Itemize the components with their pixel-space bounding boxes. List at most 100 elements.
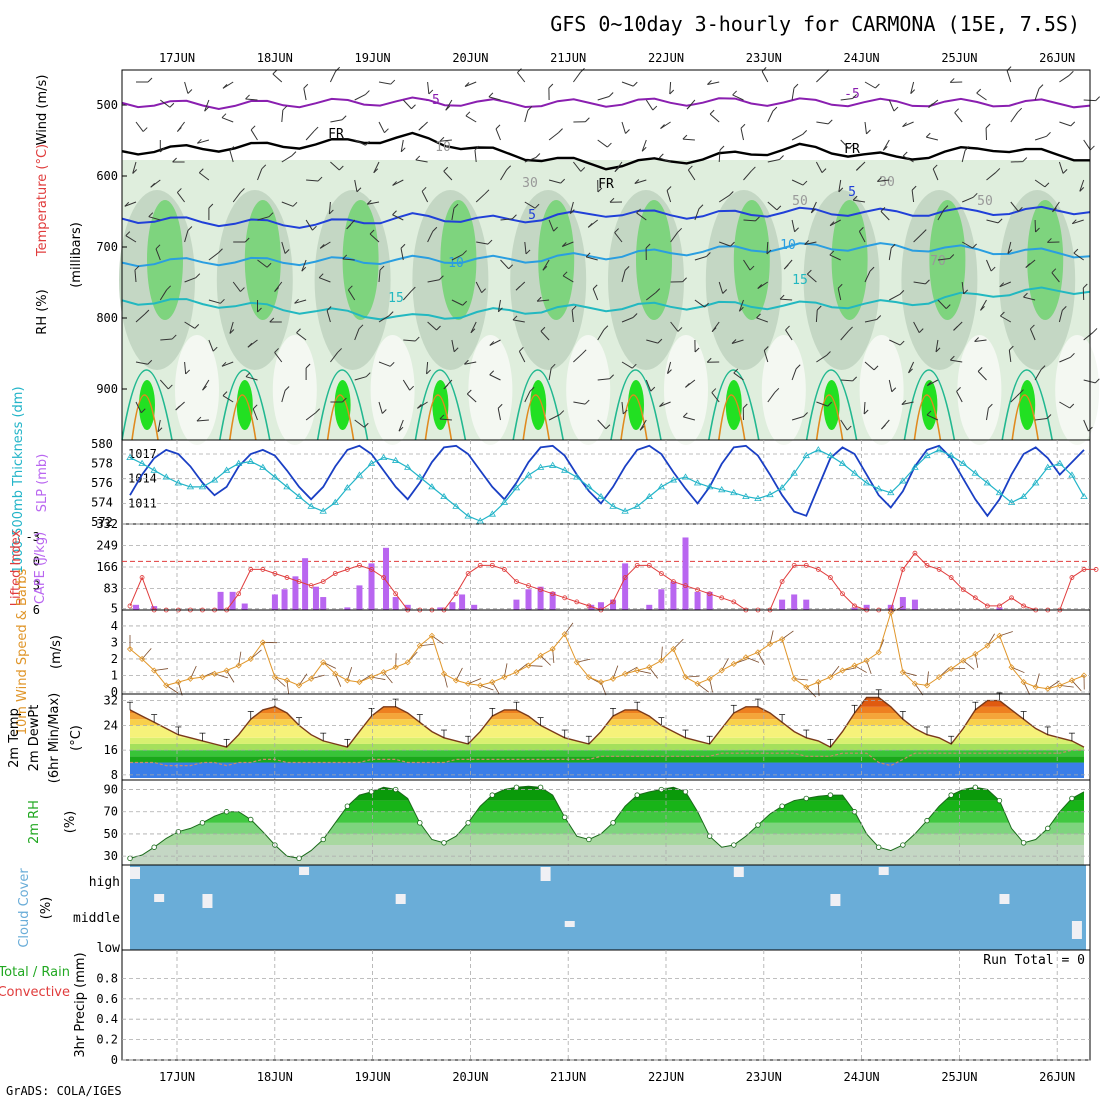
thickness-point <box>1007 498 1016 505</box>
wind-speed-point <box>1032 683 1039 691</box>
wind-barb <box>257 259 268 268</box>
rh-shade-blob <box>1027 200 1064 320</box>
wind-barb-flag <box>1023 292 1028 298</box>
li-point <box>634 562 640 568</box>
cape-bar <box>549 591 556 610</box>
wind-barb <box>1073 252 1084 261</box>
wind-barb <box>621 121 626 134</box>
wind-barb <box>135 361 148 365</box>
wind-barb <box>199 172 210 181</box>
wind-barb-flag <box>943 205 949 210</box>
wind-barb <box>497 408 501 421</box>
wind-barb <box>863 401 866 415</box>
thickness-point <box>887 488 895 496</box>
wind-barb <box>229 150 234 163</box>
li-tick: 0 <box>33 554 40 568</box>
wind-barb-flag <box>682 277 687 283</box>
wind-barb <box>913 233 923 243</box>
li-point <box>828 575 833 580</box>
li-point <box>236 591 242 597</box>
wind-barb <box>470 321 477 334</box>
wind-speed-point <box>875 649 882 656</box>
wind-speed-point <box>803 683 810 691</box>
wind-barb-flag <box>462 250 467 255</box>
contour-label: 5 <box>848 185 856 200</box>
cloud-patch <box>299 867 310 875</box>
wind-barb-flag <box>669 89 675 95</box>
li-point <box>646 562 652 568</box>
wind-barb-flag <box>910 89 916 94</box>
rh-tick: 50 <box>104 827 118 841</box>
label-precip: 3hr Precip (mm) <box>73 952 88 1057</box>
low-isotherm <box>512 369 564 441</box>
wind-barb <box>524 390 531 403</box>
rh-point <box>513 784 520 791</box>
surface-wind-barb <box>1047 680 1060 690</box>
slp-line <box>129 444 1085 518</box>
wind-barb-flag <box>439 275 444 281</box>
wind-barb <box>562 241 574 247</box>
wind-barb-flag <box>266 262 272 268</box>
wind-barb-flag <box>827 119 833 125</box>
wind-barb-flag <box>312 225 317 231</box>
wind-barb <box>400 139 404 152</box>
wind-barb-flag <box>204 106 209 112</box>
contour-label: 5 <box>528 208 536 223</box>
wind-barb-flag <box>445 105 451 111</box>
wind-barb <box>694 256 707 261</box>
wind-speed-point <box>525 662 532 669</box>
wind-barb <box>229 321 234 334</box>
rh-point <box>296 855 302 862</box>
wind-barb-flag <box>1017 206 1023 212</box>
wind-barb-flag <box>498 307 503 313</box>
wind-barb-flag <box>795 364 801 370</box>
rh-point <box>634 792 640 798</box>
wind-barb <box>402 379 411 391</box>
wind-barb-flag <box>660 124 665 129</box>
wind-barb-flag <box>185 369 190 375</box>
cape-bar <box>887 604 894 610</box>
rh-shade-blob <box>139 380 155 430</box>
rh-line <box>129 785 1085 859</box>
wind-barb <box>1051 272 1060 283</box>
wind-speed-point <box>1044 685 1051 692</box>
wind-barb-flag <box>272 69 278 75</box>
wind-barb-flag <box>303 83 309 89</box>
wind-barb-flag <box>319 244 325 249</box>
wind-barb-flag <box>652 105 658 111</box>
contour-label: -5 <box>844 87 860 102</box>
wind-barb-flag <box>707 80 712 85</box>
wind-barb <box>330 161 340 171</box>
wind-barb <box>1029 328 1036 341</box>
surface-wind-barb <box>491 681 500 695</box>
wind-barb <box>791 219 796 232</box>
wind-barb <box>864 319 877 323</box>
cape-bar <box>706 591 713 610</box>
wind-barb-flag <box>257 307 262 313</box>
cape-bar <box>670 581 677 610</box>
thickness-point <box>995 488 1004 496</box>
wind-speed-point <box>489 679 496 686</box>
wind-barb <box>718 281 724 294</box>
wind-barb-flag <box>704 302 709 308</box>
wind-barb <box>562 275 574 283</box>
wind-barb <box>888 99 895 112</box>
wind-barb <box>927 379 939 387</box>
cape-bar <box>597 602 604 610</box>
wind-barb <box>250 129 258 141</box>
wind-barb <box>961 150 966 163</box>
contour-label: 30 <box>522 176 538 191</box>
wind-barb-flag <box>512 214 517 220</box>
wind-barb <box>354 139 366 146</box>
wind-barb-flag <box>802 130 808 135</box>
wind-barb-flag <box>899 340 905 346</box>
li-point <box>695 587 700 593</box>
wind-barb-flag <box>954 108 960 114</box>
wind-barb-flag <box>597 187 603 193</box>
wind-barb <box>711 392 720 403</box>
wind-barb <box>475 193 486 203</box>
vertical-labels: RH (%) Temperature (°C)Wind (m/s) (milliba… <box>0 75 88 1058</box>
wind-barb-flag <box>852 376 858 382</box>
wind-speed-point <box>1008 664 1015 671</box>
wind-barb-flag <box>414 336 420 342</box>
